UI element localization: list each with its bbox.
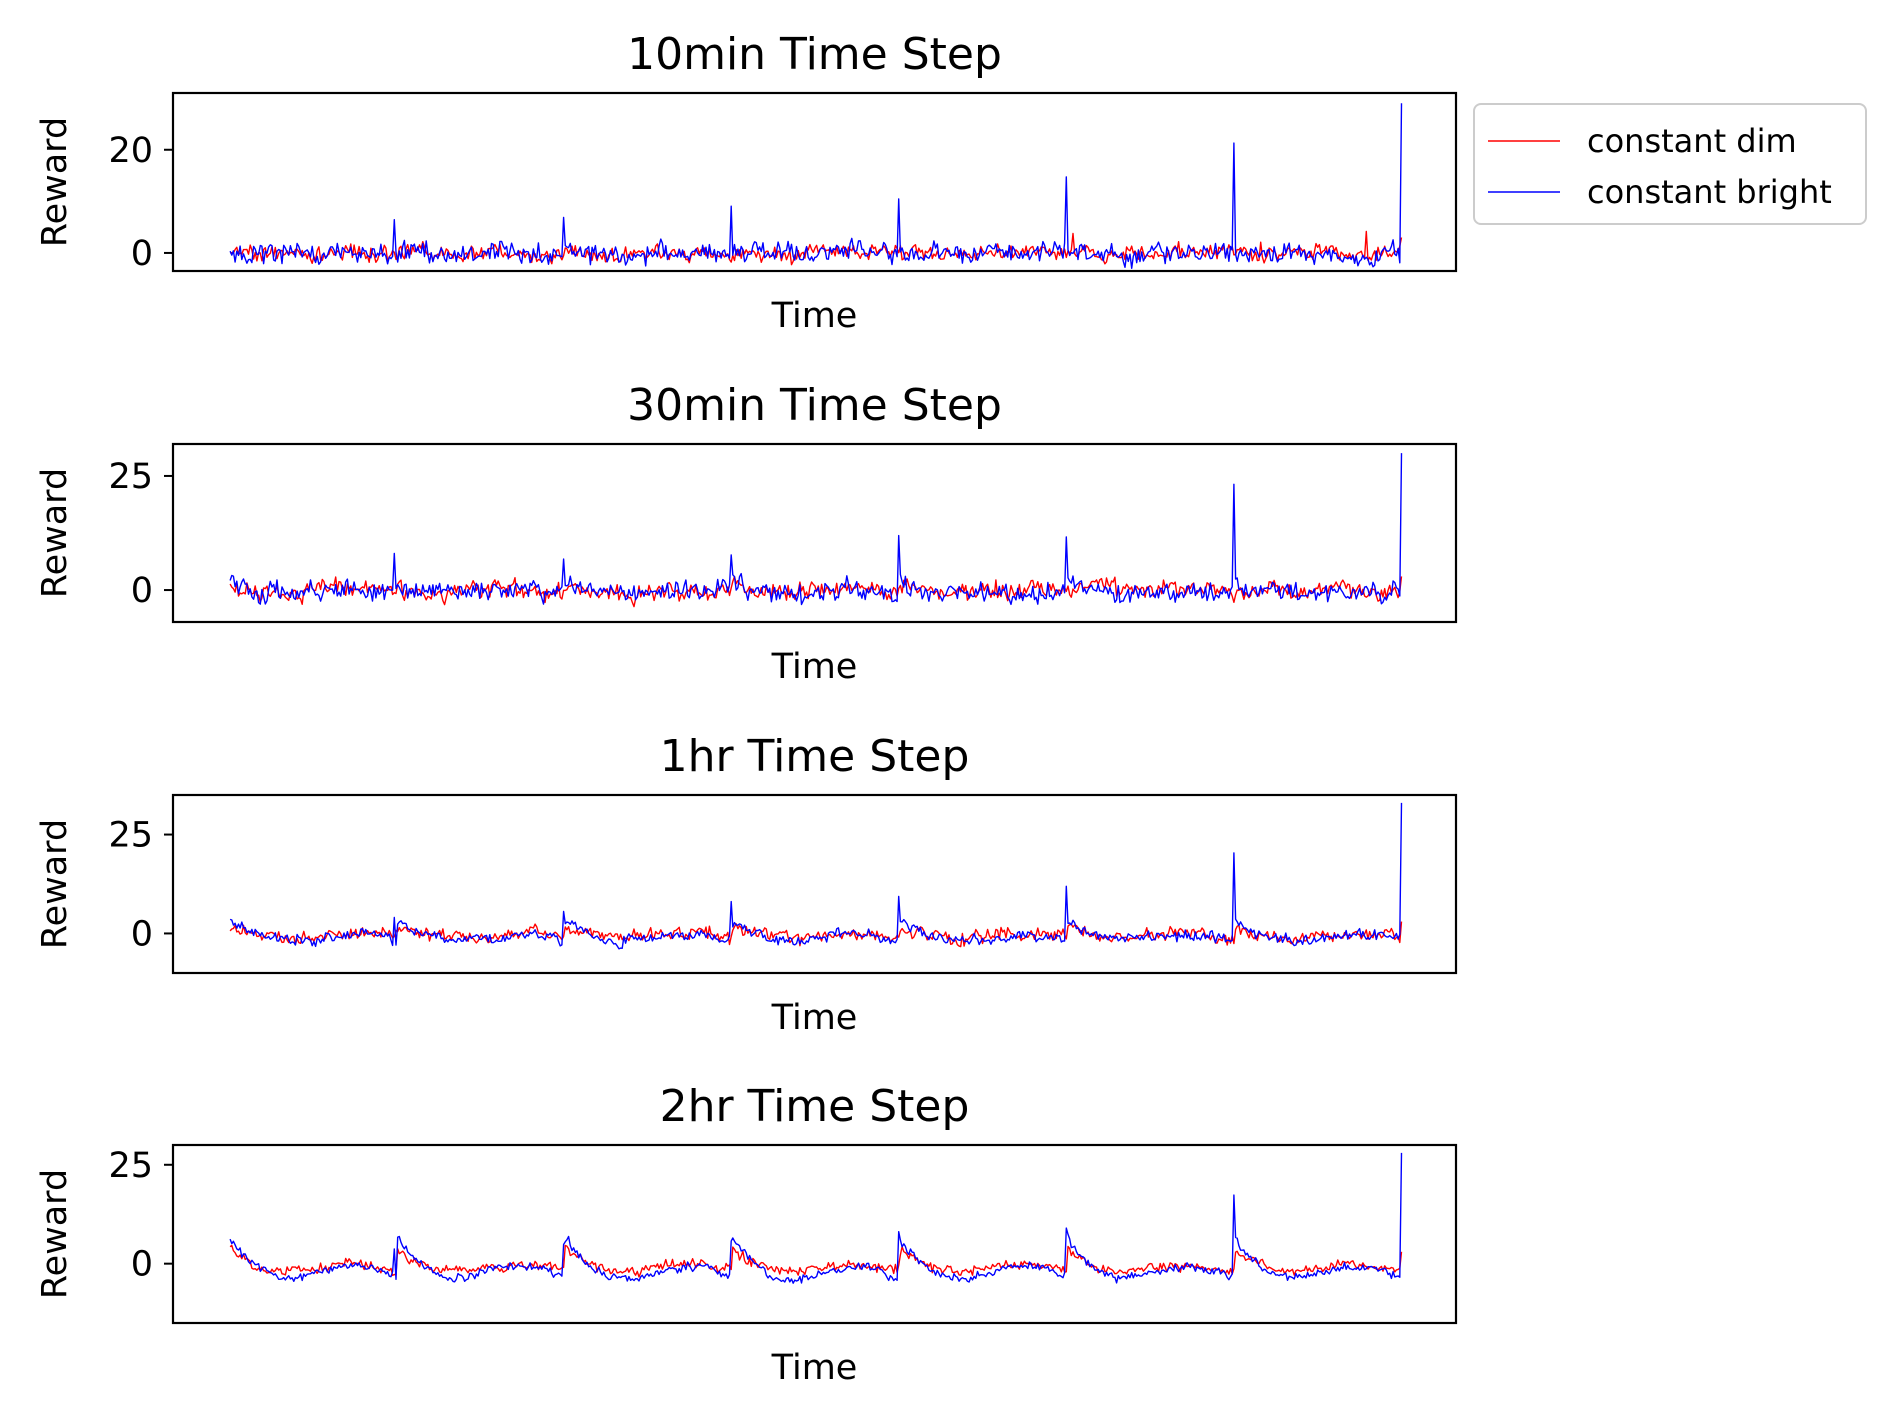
y-tick-label: 25 [108, 457, 153, 497]
series-line-constant-bright [229, 1152, 1403, 1284]
series-line-constant-bright [229, 802, 1403, 950]
y-ticks: 0 20 [108, 131, 173, 274]
series-layer [229, 802, 1403, 950]
y-tick-label: 0 [131, 571, 153, 611]
legend: constant dim constant bright [1473, 103, 1867, 225]
axes-frame [171, 442, 1458, 624]
subplot-title: 30min Time Step [627, 380, 1002, 431]
series-layer [229, 103, 1403, 269]
x-axis-label: Time [771, 998, 858, 1038]
subplot-1hr: 1hr Time Step 0 25 Reward Time [35, 731, 1458, 1038]
subplot-2hr: 2hr Time Step 0 25 Reward Time [35, 1081, 1458, 1388]
subplot-title: 10min Time Step [627, 29, 1002, 80]
y-tick-label: 0 [131, 234, 153, 274]
subplot-title: 2hr Time Step [660, 1081, 970, 1132]
legend-label-constant-bright: constant bright [1587, 173, 1832, 211]
y-ticks: 0 25 [108, 1146, 173, 1285]
x-axis-label: Time [771, 647, 858, 687]
series-line-constant-dim [229, 575, 1403, 608]
subplot-title: 1hr Time Step [660, 731, 970, 782]
y-tick-label: 25 [108, 1146, 153, 1186]
x-axis-label: Time [771, 296, 858, 336]
series-line-constant-bright [229, 103, 1403, 269]
series-line-constant-bright [229, 453, 1403, 606]
y-axis-label: Reward [35, 1169, 75, 1299]
subplot-10min: 10min Time Step 0 20 Reward Time [35, 29, 1458, 336]
axes-frame [171, 1143, 1458, 1325]
x-axis-label: Time [771, 1348, 858, 1388]
axes-frame [171, 793, 1458, 975]
y-tick-label: 25 [108, 816, 153, 856]
series-layer [229, 1152, 1403, 1284]
y-tick-label: 20 [108, 131, 153, 171]
y-ticks: 0 25 [108, 816, 173, 954]
y-axis-label: Reward [35, 117, 75, 247]
y-ticks: 0 25 [108, 457, 173, 611]
axes-frame [171, 91, 1458, 273]
y-axis-label: Reward [35, 819, 75, 949]
y-axis-label: Reward [35, 468, 75, 598]
subplot-30min: 30min Time Step 0 25 Reward Time [35, 380, 1458, 687]
y-tick-label: 0 [131, 914, 153, 954]
y-tick-label: 0 [131, 1245, 153, 1285]
legend-box [1473, 103, 1867, 225]
series-layer [229, 453, 1403, 608]
legend-label-constant-dim: constant dim [1587, 122, 1797, 160]
